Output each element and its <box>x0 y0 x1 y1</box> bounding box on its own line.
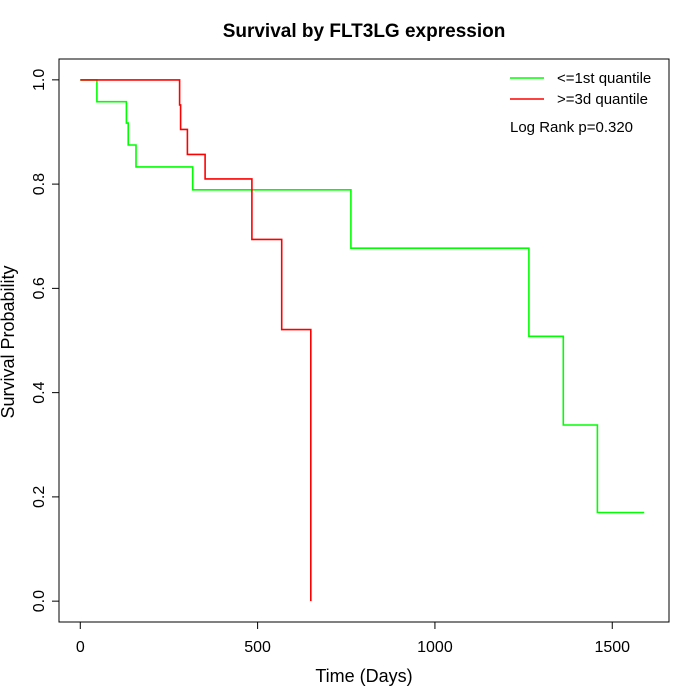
legend-entry: >=3d quantile <box>557 91 648 108</box>
y-tick-label: 0.0 <box>31 590 48 612</box>
series-line-1 <box>80 79 645 514</box>
series-layer <box>80 79 645 602</box>
legend-entry: <=1st quantile <box>557 70 651 87</box>
x-tick-label: 0 <box>76 639 85 656</box>
y-tick-label: 0.8 <box>31 173 48 195</box>
y-tick-label: 0.6 <box>31 277 48 299</box>
x-axis: 0 500 1000 1500 <box>76 621 630 656</box>
log-rank-annotation: Log Rank p=0.320 <box>510 119 633 136</box>
y-tick-label: 1.0 <box>31 69 48 91</box>
y-axis-label: Survival Probability <box>0 265 18 418</box>
x-tick-label: 500 <box>244 639 271 656</box>
x-tick-label: 1500 <box>594 639 630 656</box>
y-tick-label: 0.4 <box>31 381 48 403</box>
y-tick-label: 0.2 <box>31 486 48 508</box>
legend: <=1st quantile >=3d quantile <box>510 70 651 108</box>
x-axis-label: Time (Days) <box>315 666 412 686</box>
x-tick-label: 1000 <box>417 639 453 656</box>
series-line-2 <box>80 79 312 602</box>
y-axis: 0.0 0.2 0.4 0.6 0.8 1.0 <box>31 69 60 612</box>
plot-frame <box>58 58 670 623</box>
chart-title: Survival by FLT3LG expression <box>223 21 506 42</box>
